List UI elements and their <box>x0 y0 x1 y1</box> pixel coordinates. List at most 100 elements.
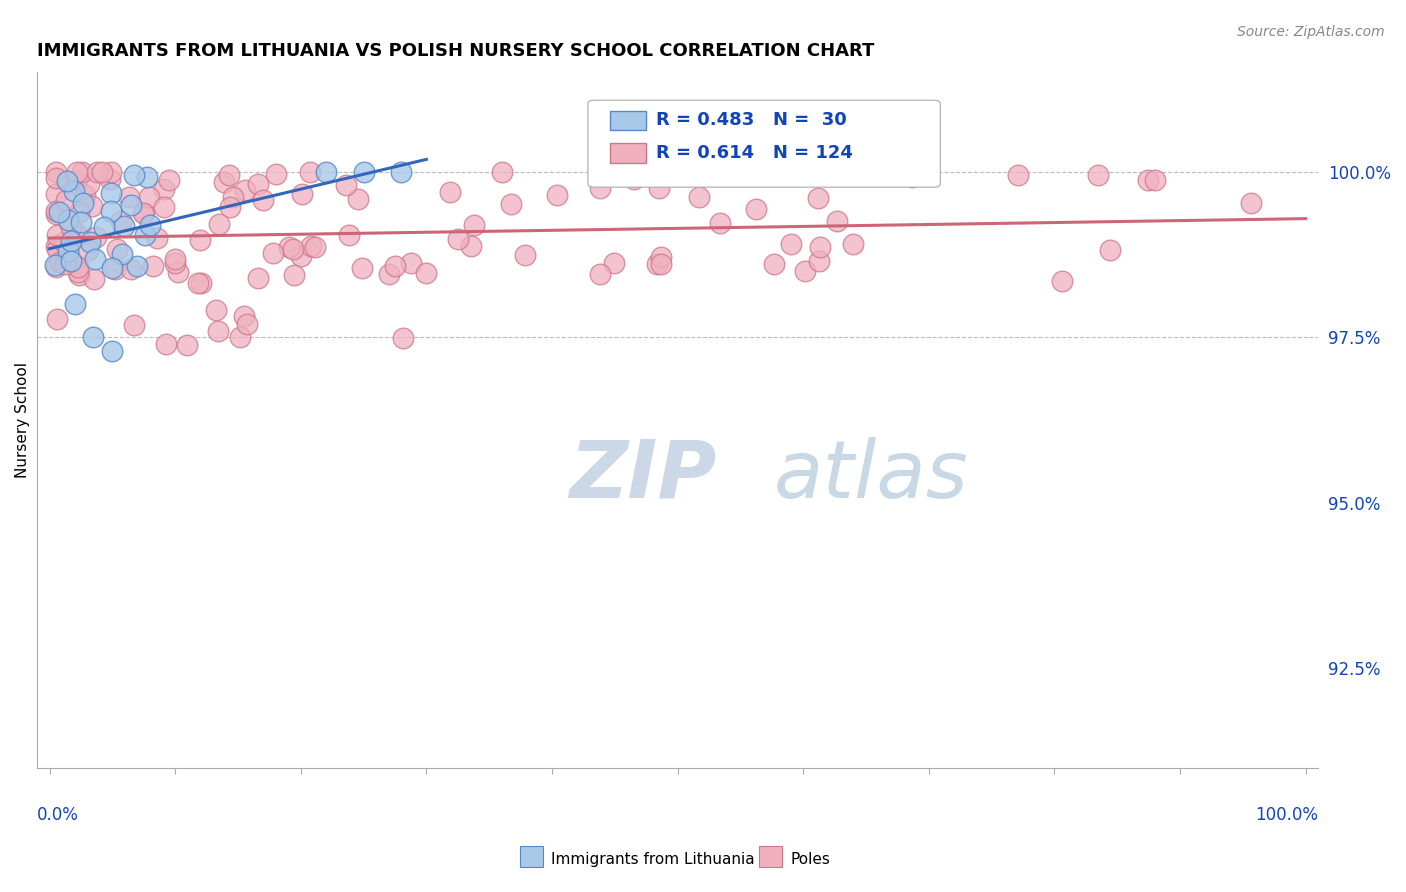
Point <box>142 259 165 273</box>
Point <box>842 236 865 251</box>
Point <box>104 261 127 276</box>
Point <box>66 227 89 242</box>
Point <box>45 165 67 179</box>
Point <box>45 312 67 326</box>
Point <box>439 185 461 199</box>
Text: Immigrants from Lithuania: Immigrants from Lithuania <box>551 853 755 867</box>
Text: Poles: Poles <box>790 853 830 867</box>
Point <box>90 165 112 179</box>
Point <box>45 204 67 219</box>
Point <box>352 260 374 275</box>
Point <box>84 252 107 266</box>
Point <box>46 227 69 242</box>
Text: R = 0.483   N =  30: R = 0.483 N = 30 <box>655 112 846 129</box>
Point <box>59 219 82 234</box>
Text: 100.0%: 100.0% <box>1256 806 1319 824</box>
Point <box>118 190 141 204</box>
Point <box>283 268 305 283</box>
Text: R = 0.614   N = 124: R = 0.614 N = 124 <box>655 145 852 162</box>
Point <box>278 240 301 254</box>
Point <box>501 196 523 211</box>
Point <box>807 191 830 205</box>
Point <box>163 256 186 270</box>
Point <box>167 265 190 279</box>
Point <box>347 192 370 206</box>
Point <box>100 186 122 200</box>
Point <box>588 267 610 281</box>
Point <box>139 218 162 232</box>
Point <box>205 303 228 318</box>
Point <box>83 272 105 286</box>
Text: 0.0%: 0.0% <box>37 806 79 824</box>
Text: atlas: atlas <box>773 437 969 515</box>
Point <box>1143 173 1166 187</box>
Point <box>132 206 155 220</box>
Point <box>58 244 80 259</box>
Point <box>299 239 322 253</box>
Point <box>212 175 235 189</box>
Point <box>779 236 801 251</box>
Point <box>447 232 470 246</box>
Point <box>79 235 101 249</box>
Point <box>709 216 731 230</box>
Point <box>72 196 94 211</box>
Point <box>262 245 284 260</box>
Point <box>122 318 145 333</box>
Point <box>236 317 259 331</box>
Point <box>55 174 77 188</box>
Point <box>384 260 406 274</box>
Point <box>827 214 849 228</box>
Point <box>281 242 304 256</box>
Point <box>67 268 90 283</box>
Point <box>794 264 817 278</box>
Point <box>377 268 399 282</box>
Point <box>45 207 67 221</box>
Point <box>176 338 198 352</box>
Point <box>602 256 624 270</box>
Point <box>233 183 256 197</box>
FancyBboxPatch shape <box>588 100 941 187</box>
Point <box>111 247 134 261</box>
Point <box>1087 168 1109 182</box>
Point <box>650 256 672 270</box>
Point <box>315 165 337 179</box>
FancyBboxPatch shape <box>610 111 645 130</box>
Y-axis label: Nursery School: Nursery School <box>15 362 30 478</box>
Point <box>208 217 231 231</box>
FancyBboxPatch shape <box>610 144 645 163</box>
Point <box>645 257 668 271</box>
Point <box>100 165 122 179</box>
Point <box>45 171 67 186</box>
Point <box>335 178 357 192</box>
Point <box>460 238 482 252</box>
Point <box>515 248 537 262</box>
Point <box>290 249 312 263</box>
Point <box>155 337 177 351</box>
Point <box>650 250 672 264</box>
Point <box>77 243 100 257</box>
Point <box>138 190 160 204</box>
Point <box>219 200 242 214</box>
Point <box>59 234 82 248</box>
Point <box>134 227 156 242</box>
Point <box>1099 243 1122 257</box>
Point <box>105 242 128 256</box>
Point <box>49 254 72 268</box>
Point <box>66 260 89 274</box>
Point <box>337 227 360 242</box>
Point <box>232 309 254 323</box>
Point <box>399 256 422 270</box>
Point <box>45 260 67 275</box>
Point <box>86 230 108 244</box>
Point <box>98 172 121 186</box>
Point <box>218 168 240 182</box>
Point <box>153 200 176 214</box>
Point <box>60 254 83 268</box>
Point <box>63 257 86 271</box>
Point <box>67 204 90 219</box>
Point <box>222 190 245 204</box>
Point <box>808 240 831 254</box>
Point <box>132 206 155 220</box>
Point <box>93 220 115 235</box>
Point <box>75 188 97 202</box>
